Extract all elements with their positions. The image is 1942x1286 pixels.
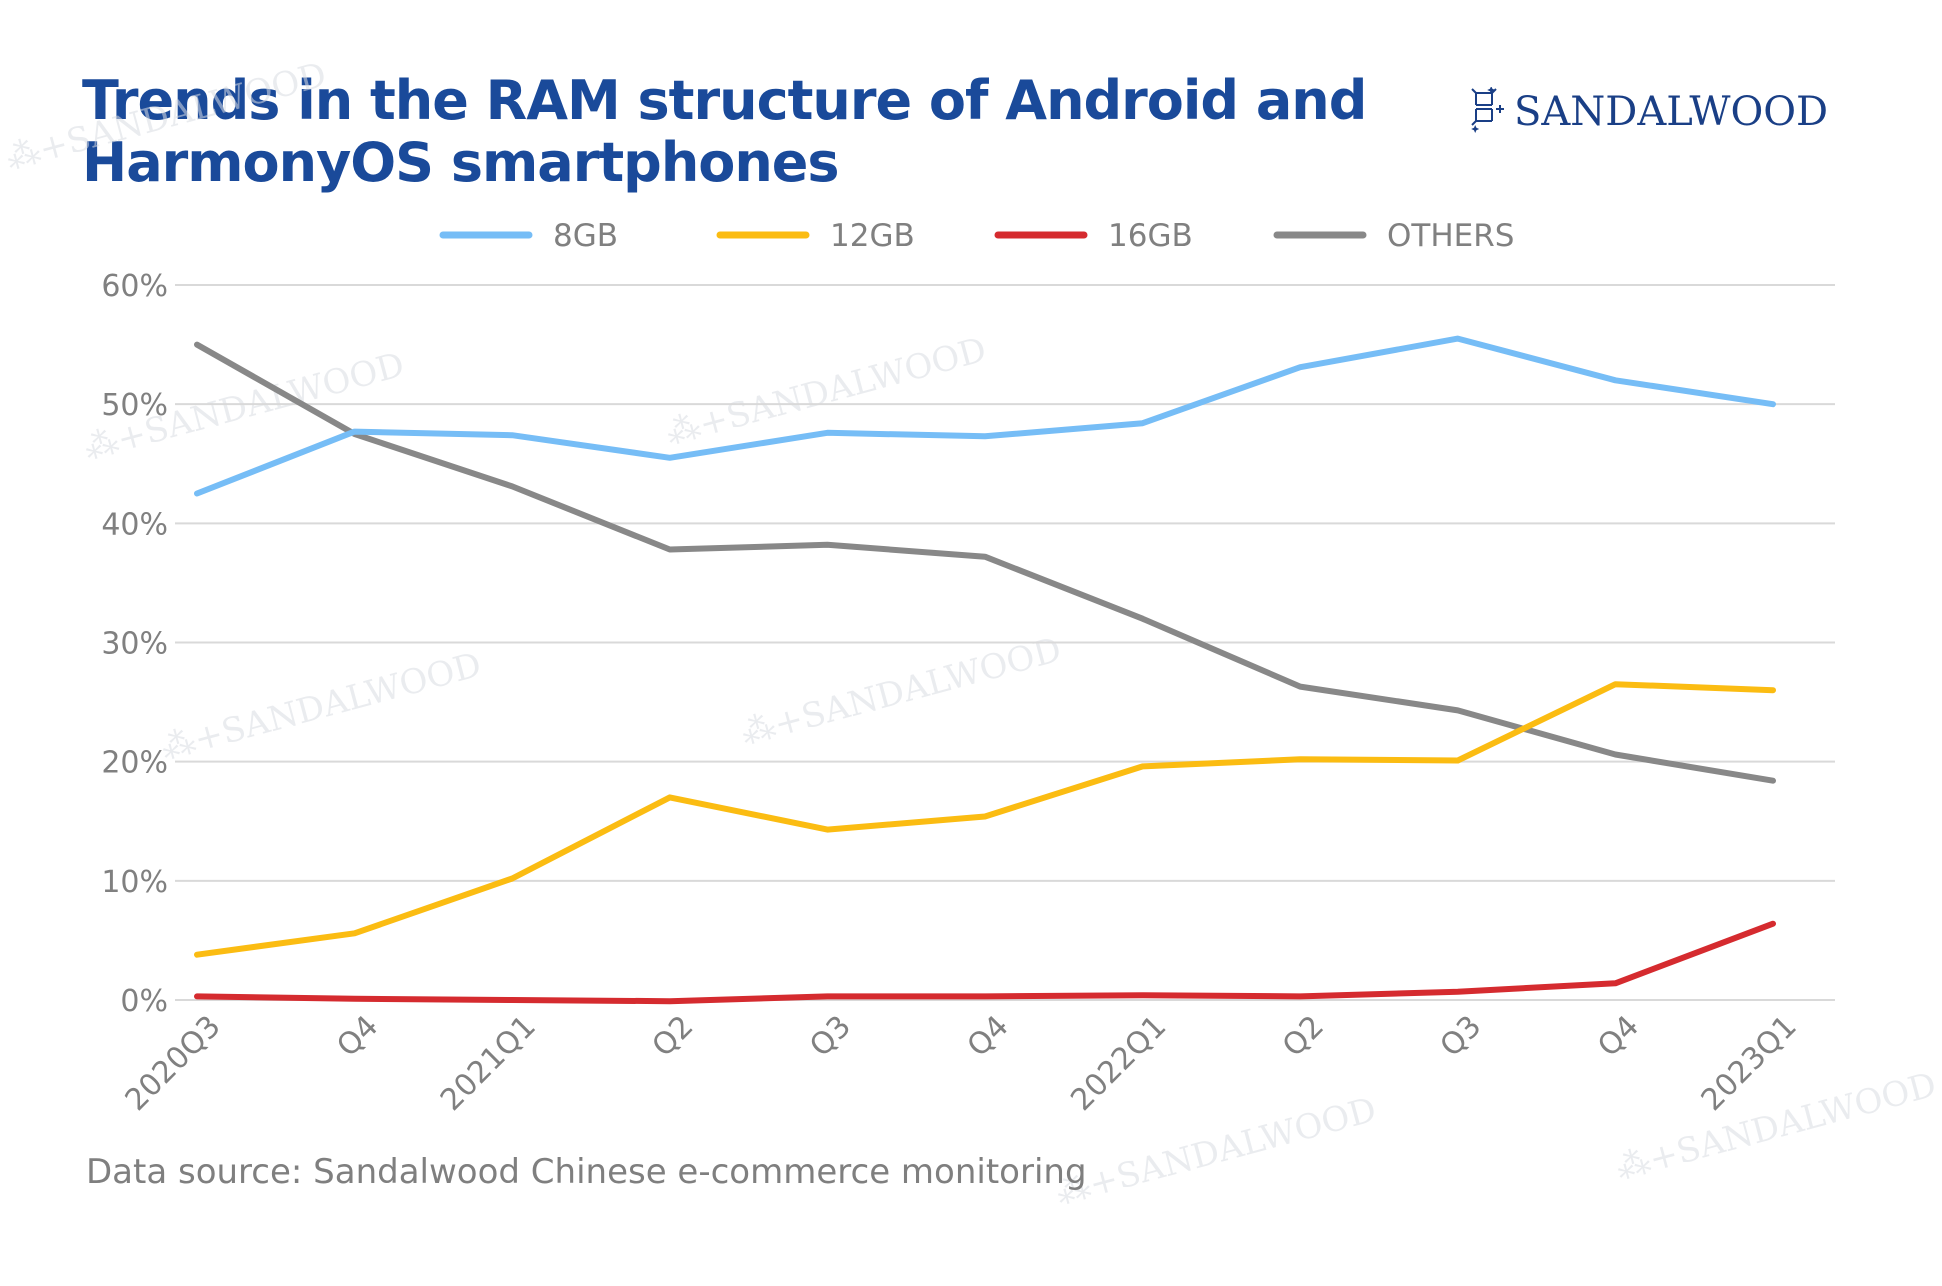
- x-tick-label: Q4: [961, 1009, 1016, 1064]
- x-axis-tick-labels: 2020Q3 Q4 2021Q1 Q2 Q3 Q4 2022Q1 Q2 Q3 Q4 2023Q1: [119, 1009, 1804, 1118]
- x-tick-label: Q4: [1591, 1009, 1646, 1064]
- data-source-note: Data source: Sandalwood Chinese e-commer…: [86, 1152, 1087, 1192]
- x-tick-label: Q3: [803, 1009, 858, 1064]
- y-tick-label: 60%: [101, 269, 168, 304]
- y-tick-label: 10%: [101, 865, 168, 900]
- sandalwood-knot-icon: [1471, 87, 1504, 133]
- x-tick-label: 2022Q1: [1064, 1009, 1173, 1118]
- x-tick-label: 2021Q1: [434, 1009, 543, 1118]
- legend-label: 16GB: [1108, 218, 1193, 254]
- brand-logo: SANDALWOOD: [1470, 82, 1828, 142]
- series-line-12gb: [194, 681, 1776, 958]
- chart-title-line-1: Trends in the RAM structure of Android a…: [82, 69, 1367, 132]
- series-line-others: [194, 341, 1776, 784]
- y-tick-label: 0%: [120, 984, 168, 1019]
- chart-gridlines: [175, 284, 1835, 1001]
- x-tick-label: Q3: [1434, 1009, 1489, 1064]
- legend-label: OTHERS: [1387, 218, 1514, 254]
- watermark-text: ⁂+SANDALWOOD: [737, 630, 1066, 754]
- chart-legend: 8GB 12GB 16GB OTHERS: [439, 218, 1514, 254]
- watermark-text: ⁂+SANDALWOOD: [1612, 1065, 1941, 1189]
- x-tick-label: Q4: [330, 1009, 385, 1064]
- x-tick-label: Q2: [1276, 1009, 1331, 1064]
- watermark-text: ⁂+SANDALWOOD: [2, 55, 331, 179]
- chart-title-line-2: HarmonyOS smartphones: [82, 131, 840, 194]
- y-tick-label: 20%: [101, 746, 168, 781]
- chart-series: [194, 335, 1776, 1005]
- series-line-16gb: [194, 920, 1776, 1005]
- legend-label: 8GB: [553, 218, 618, 254]
- x-tick-label: 2023Q1: [1695, 1009, 1804, 1118]
- watermark-text: ⁂+SANDALWOOD: [1052, 1090, 1381, 1214]
- y-axis-tick-labels: 0% 10% 20% 30% 40% 50% 60%: [101, 269, 168, 1019]
- y-tick-label: 50%: [101, 388, 168, 423]
- brand-logo-text: SANDALWOOD: [1514, 89, 1829, 135]
- legend-label: 12GB: [830, 218, 915, 254]
- x-tick-label: 2020Q3: [119, 1009, 228, 1118]
- y-tick-label: 30%: [101, 627, 168, 662]
- x-tick-label: Q2: [646, 1009, 701, 1064]
- chart-title: Trends in the RAM structure of Android a…: [82, 70, 1382, 194]
- y-tick-label: 40%: [101, 507, 168, 542]
- watermark-text: ⁂+SANDALWOOD: [157, 645, 486, 769]
